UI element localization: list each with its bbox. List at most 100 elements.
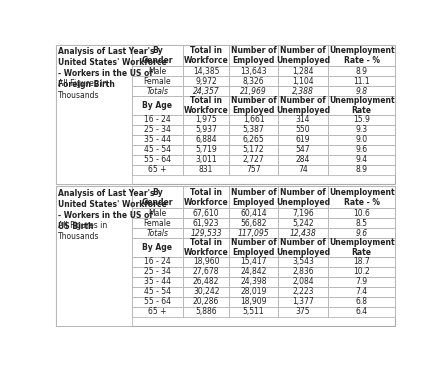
- Text: Number of
Employed: Number of Employed: [231, 188, 276, 207]
- Bar: [229, 45, 278, 66]
- Bar: [278, 287, 328, 297]
- Text: By
Gender: By Gender: [142, 46, 173, 65]
- Bar: [328, 208, 395, 218]
- Bar: [229, 145, 278, 155]
- Bar: [183, 165, 229, 175]
- Text: 65 +: 65 +: [148, 307, 167, 316]
- Bar: [132, 287, 183, 297]
- Text: 55 - 64: 55 - 64: [144, 156, 171, 164]
- Bar: [328, 228, 395, 238]
- Text: 18,960: 18,960: [193, 257, 220, 266]
- Text: Total in
Workforce: Total in Workforce: [184, 188, 228, 207]
- Text: 28,019: 28,019: [240, 287, 267, 296]
- Text: All Figures in
Thousands: All Figures in Thousands: [58, 221, 107, 241]
- Bar: [278, 86, 328, 97]
- Bar: [328, 218, 395, 228]
- Text: Number of
Employed: Number of Employed: [231, 237, 276, 257]
- Text: 25 - 34: 25 - 34: [144, 126, 171, 134]
- Text: 1,377: 1,377: [292, 297, 314, 306]
- Text: Total in
Workforce: Total in Workforce: [184, 46, 228, 65]
- Bar: [328, 186, 395, 208]
- Text: 55 - 64: 55 - 64: [144, 297, 171, 306]
- Text: 1,104: 1,104: [292, 77, 314, 86]
- Text: Total in
Workforce: Total in Workforce: [184, 237, 228, 257]
- Text: Number of
Unemployed: Number of Unemployed: [276, 46, 330, 65]
- Text: 45 - 54: 45 - 54: [144, 287, 171, 296]
- Text: 21,969: 21,969: [240, 87, 267, 96]
- Text: All Figures in
Thousands: All Figures in Thousands: [58, 80, 107, 99]
- Text: Analysis of Last Year's
United States' Workforce
- Workers in the US of
Foreign : Analysis of Last Year's United States' W…: [58, 47, 167, 90]
- Bar: [132, 306, 183, 317]
- Bar: [132, 66, 183, 76]
- Bar: [278, 155, 328, 165]
- Bar: [278, 125, 328, 135]
- Text: 6.4: 6.4: [356, 307, 368, 316]
- Text: 9.6: 9.6: [356, 229, 368, 237]
- Text: Unemployment
Rate: Unemployment Rate: [329, 96, 394, 115]
- Text: 24,398: 24,398: [240, 277, 267, 286]
- Bar: [278, 76, 328, 86]
- Text: 1,284: 1,284: [292, 67, 314, 76]
- Bar: [183, 257, 229, 266]
- Bar: [229, 257, 278, 266]
- Text: Totals: Totals: [147, 87, 169, 96]
- Text: 16 - 24: 16 - 24: [144, 115, 171, 124]
- Bar: [132, 76, 183, 86]
- Bar: [278, 45, 328, 66]
- Bar: [229, 287, 278, 297]
- Text: 7,196: 7,196: [292, 208, 314, 218]
- Text: 7.9: 7.9: [356, 277, 368, 286]
- Text: Number of
Employed: Number of Employed: [231, 46, 276, 65]
- Text: 9.3: 9.3: [356, 126, 368, 134]
- Bar: [278, 135, 328, 145]
- Text: 284: 284: [296, 156, 310, 164]
- Bar: [229, 97, 278, 115]
- Bar: [183, 145, 229, 155]
- Text: 8,326: 8,326: [243, 77, 264, 86]
- Bar: [229, 66, 278, 76]
- Bar: [229, 218, 278, 228]
- Bar: [132, 145, 183, 155]
- Text: 2,084: 2,084: [292, 277, 314, 286]
- Text: 8.9: 8.9: [356, 67, 368, 76]
- Bar: [278, 165, 328, 175]
- Text: By Age: By Age: [143, 101, 172, 110]
- Bar: [183, 238, 229, 257]
- Text: 757: 757: [246, 166, 261, 174]
- Text: 8.5: 8.5: [356, 219, 368, 228]
- Text: 60,414: 60,414: [240, 208, 267, 218]
- Bar: [328, 287, 395, 297]
- Text: Unemployment
Rate: Unemployment Rate: [329, 237, 394, 257]
- Text: 24,842: 24,842: [240, 267, 267, 276]
- Bar: [278, 266, 328, 277]
- Text: 18,909: 18,909: [240, 297, 267, 306]
- Bar: [278, 238, 328, 257]
- Text: 14,385: 14,385: [193, 67, 220, 76]
- Bar: [132, 97, 183, 115]
- Text: 30,242: 30,242: [193, 287, 220, 296]
- Bar: [229, 186, 278, 208]
- Bar: [183, 208, 229, 218]
- Bar: [132, 165, 183, 175]
- Text: 314: 314: [296, 115, 310, 124]
- Text: 9.8: 9.8: [356, 87, 368, 96]
- Bar: [328, 86, 395, 97]
- Text: 56,682: 56,682: [240, 219, 267, 228]
- Bar: [183, 277, 229, 287]
- Text: By Age: By Age: [143, 243, 172, 252]
- Bar: [132, 186, 183, 208]
- Text: 13,643: 13,643: [240, 67, 267, 76]
- Text: 1,975: 1,975: [195, 115, 217, 124]
- Text: 18.7: 18.7: [353, 257, 370, 266]
- Bar: [278, 66, 328, 76]
- Text: Female: Female: [143, 219, 171, 228]
- Text: 45 - 54: 45 - 54: [144, 145, 171, 155]
- Text: 5,937: 5,937: [195, 126, 217, 134]
- Bar: [132, 277, 183, 287]
- Bar: [328, 257, 395, 266]
- Bar: [328, 145, 395, 155]
- Bar: [132, 238, 183, 257]
- Text: 5,387: 5,387: [243, 126, 264, 134]
- Text: 65 +: 65 +: [148, 166, 167, 174]
- Bar: [278, 97, 328, 115]
